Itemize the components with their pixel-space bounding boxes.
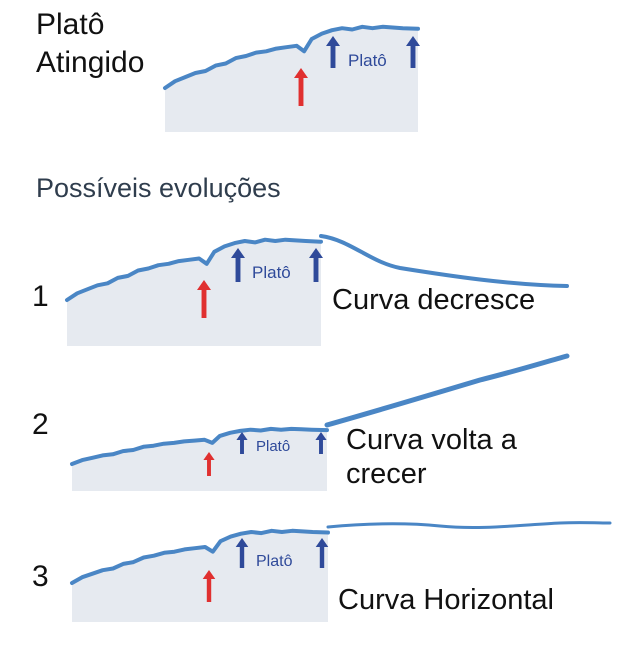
scenario-2-caption: Curva volta a crecer <box>346 424 517 490</box>
scenario-3-red-up-arrow-icon <box>202 570 216 602</box>
scenario-0-blue-up-arrow-icon-right <box>406 36 420 68</box>
scenario-2-shaded-area <box>72 428 327 491</box>
scenario-3-shaded-area <box>72 530 328 622</box>
scenario-1-diagram: Platô <box>65 234 569 346</box>
scenario-2-curve <box>70 426 329 466</box>
scenario-3-diagram: Platô <box>70 521 612 622</box>
scenario-1-shaded-area <box>67 239 321 346</box>
scenario-3-curve <box>70 528 330 585</box>
scenario-2-continuation-curve <box>324 353 570 428</box>
scenario-3-plateau-label: Platô <box>256 553 293 570</box>
scenario-2-red-up-arrow-icon <box>203 452 215 476</box>
scenario-0-blue-up-arrow-icon-left <box>326 36 340 68</box>
scenario-1-plateau-label: Platô <box>252 263 291 282</box>
scenario-2-blue-up-arrow-icon-left <box>236 432 248 454</box>
plateau-reached-diagram: Platô <box>163 24 420 132</box>
scenario-0-curve <box>163 24 420 90</box>
scenario-1-continuation-curve <box>319 234 569 288</box>
scenario-3-blue-up-arrow-icon-right <box>315 538 329 568</box>
scenario-2-diagram: Platô <box>70 353 570 491</box>
scenario-2-blue-up-arrow-icon-right <box>315 432 327 454</box>
scenario-3-blue-up-arrow-icon-left <box>235 538 249 568</box>
scenario-1-red-up-arrow-icon <box>197 280 211 318</box>
scenario-3-caption: Curva Horizontal <box>338 584 554 616</box>
section-subtitle: Possíveis evoluções <box>36 173 281 203</box>
scenario-2-plateau-label: Platô <box>256 438 290 455</box>
scenario-1-blue-up-arrow-icon-left <box>231 248 245 282</box>
scenario-1-curve <box>65 237 323 302</box>
scenario-0-plateau-label: Platô <box>348 51 387 70</box>
scenario-3-number: 3 <box>32 560 49 593</box>
page-title: Platô Atingido <box>36 8 145 79</box>
scenario-1-caption: Curva decresce <box>332 284 536 316</box>
scenario-2-number: 2 <box>32 408 49 441</box>
scenario-1-number: 1 <box>32 280 49 313</box>
scenario-1-blue-up-arrow-icon-right <box>309 248 323 282</box>
scenario-0-red-up-arrow-icon <box>294 68 308 106</box>
scenario-0-shaded-area <box>165 26 418 132</box>
scenario-3-continuation-curve <box>326 521 612 530</box>
